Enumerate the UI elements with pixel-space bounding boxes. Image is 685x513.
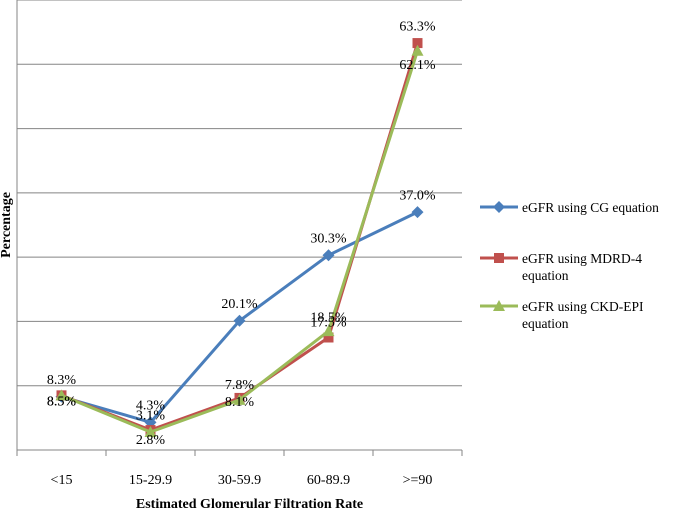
legend-label: equation (522, 268, 569, 283)
x-tick-label: 15-29.9 (129, 473, 172, 488)
legend-label: eGFR using MDRD-4 (522, 251, 642, 266)
data-label: 30.3% (310, 231, 347, 246)
data-label: 17.5% (310, 316, 347, 331)
series-3 (55, 44, 424, 437)
data-point-marker (412, 38, 423, 49)
x-tick-label: >=90 (403, 473, 433, 488)
data-label: 37.0% (399, 188, 436, 203)
data-labels: 8.3% 4.3% 20.1% 30.3% 37.0% 8.5% 3.1% 8.1% 17.5%… (47, 19, 436, 448)
data-point-marker (322, 249, 335, 262)
legend-label: equation (522, 316, 569, 331)
data-label: 63.3% (399, 19, 436, 34)
legend-entry-3: eGFR using CKD-EPI equation (480, 299, 644, 331)
data-label: 8.3% (47, 373, 77, 388)
data-label: 4.3% (136, 399, 166, 414)
data-label: 8.1% (225, 395, 255, 410)
x-tick-labels: <15 15-29.9 30-59.9 60-89.9 >=90 (51, 473, 433, 488)
data-point-marker (144, 426, 157, 437)
data-point-marker (411, 44, 424, 56)
x-axis-title: Estimated Glomerular Filtration Rate (136, 497, 363, 512)
gridlines (17, 0, 462, 387)
data-label: 2.8% (136, 433, 166, 448)
x-tick-label: 30-59.9 (218, 473, 261, 488)
axes (16, 0, 463, 456)
data-point-marker (233, 314, 246, 327)
legend-label: eGFR using CG equation (522, 200, 659, 215)
y-axis-title: Percentage (0, 192, 14, 258)
data-point-marker (494, 253, 504, 263)
data-point-marker (55, 389, 68, 401)
x-tick-label: <15 (51, 473, 73, 488)
data-label: 20.1% (221, 297, 258, 312)
legend-entry-2: eGFR using MDRD-4 equation (480, 251, 642, 283)
legend-entry-1: eGFR using CG equation (480, 200, 659, 215)
data-point-marker (411, 206, 424, 219)
legend-label: eGFR using CKD-EPI (522, 299, 644, 314)
data-point-marker (322, 325, 335, 337)
data-point-marker (493, 300, 505, 311)
data-label: 3.1% (136, 408, 166, 423)
series-group (55, 38, 424, 437)
series-line (60, 50, 419, 434)
data-point-marker (233, 393, 246, 405)
data-point-marker (323, 332, 334, 343)
x-tick-label: 60-89.9 (307, 473, 350, 488)
data-label: 8.5% (47, 395, 77, 410)
data-label: 7.8% (225, 378, 255, 393)
data-label: 8.5% (47, 395, 77, 410)
data-label: 18.5% (310, 310, 347, 325)
data-label: 62.1% (399, 58, 436, 73)
data-point-marker (493, 201, 505, 213)
